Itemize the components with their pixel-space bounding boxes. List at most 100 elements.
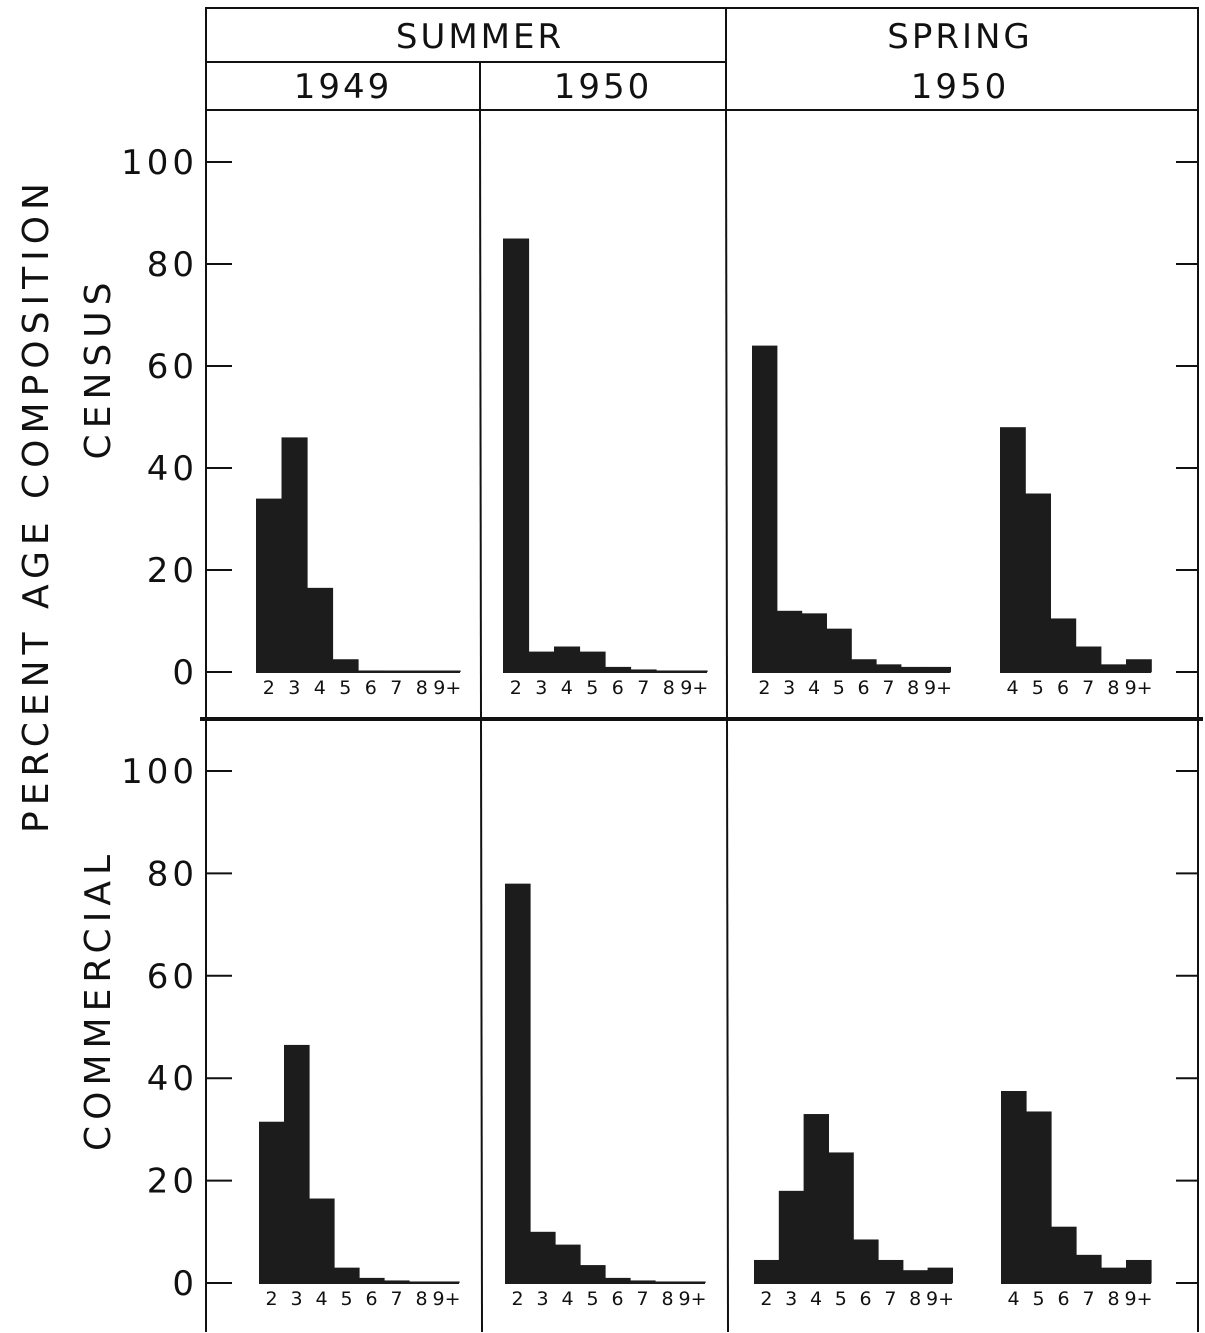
bar (1126, 1259, 1152, 1283)
x-tick-label: 5 (586, 1288, 598, 1310)
x-tick-label: 7 (1082, 677, 1094, 699)
x-tick-label: 6 (1057, 677, 1069, 699)
x-tick-label: 4 (315, 1288, 327, 1310)
x-tick-label: 9+ (1125, 677, 1153, 699)
x-tick-label: 2 (265, 1288, 277, 1310)
x-tick-label: 5 (339, 677, 351, 699)
bar (902, 1270, 929, 1283)
y-tick-label: 0 (172, 653, 198, 693)
bar (1025, 493, 1051, 672)
bar (1075, 646, 1102, 672)
x-tick-label: 8 (415, 1288, 427, 1310)
y-tick-label: 0 (172, 1264, 198, 1304)
header-grid (205, 7, 1199, 111)
bar (876, 664, 902, 672)
bar (1100, 664, 1127, 672)
bar (605, 666, 632, 672)
bar (384, 1280, 410, 1283)
x-tick-label: 9+ (1124, 1288, 1152, 1310)
bar (925, 666, 951, 672)
x-tick-label: 6 (611, 1288, 623, 1310)
year-header-1949: 1949 (294, 67, 393, 107)
x-tick-label: 9+ (924, 677, 952, 699)
bar (503, 238, 530, 672)
row-label-commercial: COMMERCIAL (78, 849, 119, 1151)
bar (528, 651, 555, 672)
bar (778, 1190, 805, 1283)
bar (284, 1044, 310, 1283)
x-tick-label: 8 (1107, 1288, 1119, 1310)
x-tick-label: 8 (1107, 677, 1119, 699)
bar (309, 1198, 335, 1283)
x-tick-label: 2 (758, 677, 770, 699)
bar (359, 1277, 385, 1283)
x-tick-label: 2 (263, 677, 275, 699)
y-tick-label: 100 (121, 752, 198, 792)
y-tick-label: 20 (147, 1162, 198, 1202)
season-header-spring: SPRING (887, 17, 1033, 57)
bar (1051, 1226, 1077, 1283)
bar (630, 669, 657, 672)
bar (1026, 1111, 1052, 1283)
bar-panel: 2 3 4 5 6 7 8 9+ (503, 238, 708, 699)
axes-layer: 100 80 60 40 20 0 100 80 60 40 20 0 (121, 143, 1198, 1304)
x-tick-label: 5 (340, 1288, 352, 1310)
bar (334, 1267, 360, 1283)
bar (878, 1259, 904, 1283)
x-tick-label: 9+ (433, 677, 461, 699)
bar (853, 1239, 879, 1283)
bar (530, 1231, 556, 1283)
x-tick-label: 4 (561, 1288, 573, 1310)
bar (752, 345, 778, 672)
y-tick-label: 20 (147, 551, 198, 591)
y-tick-label: 40 (147, 449, 198, 489)
bar (776, 610, 803, 672)
x-tick-label: 4 (561, 677, 573, 699)
x-tick-label: 3 (785, 1288, 797, 1310)
x-tick-label: 2 (760, 1288, 772, 1310)
x-tick-label: 9+ (926, 1288, 954, 1310)
bar (1050, 618, 1077, 672)
year-header-1950-summer: 1950 (554, 67, 653, 107)
bar (803, 1114, 829, 1283)
y-tick-label: 60 (147, 347, 198, 387)
x-tick-label: 3 (536, 1288, 548, 1310)
x-tick-label: 8 (907, 677, 919, 699)
x-tick-label: 4 (314, 677, 326, 699)
bar (505, 883, 531, 1283)
x-tick-label: 5 (835, 1288, 847, 1310)
season-header-summer: SUMMER (396, 17, 564, 57)
bar-panel: 4 5 6 7 8 9+ (1001, 1091, 1153, 1310)
bar (1000, 427, 1026, 672)
x-tick-label: 4 (808, 677, 820, 699)
bars-layer: 2 3 4 5 6 7 8 9+ 2 3 4 5 6 7 8 9+ 2 3 4 5 6 7 8 9+ 4 5 6 7 8 9+2 3 4 5 6 7… (256, 238, 1153, 1310)
bar (554, 646, 581, 672)
bar (307, 587, 334, 672)
bar (1126, 659, 1152, 672)
x-tick-label: 4 (810, 1288, 822, 1310)
x-tick-label: 9+ (680, 677, 708, 699)
x-tick-label: 4 (1007, 1288, 1019, 1310)
y-tick-label: 80 (147, 245, 198, 285)
bar (1001, 1091, 1027, 1283)
bar (828, 1152, 854, 1283)
bar (851, 659, 877, 672)
y-tick-label: 100 (121, 143, 198, 183)
bar (605, 1277, 631, 1283)
bar (580, 1265, 606, 1283)
y-axis-label: PERCENT AGE COMPOSITION (16, 177, 57, 833)
bar (259, 1121, 285, 1283)
x-tick-label: 6 (1057, 1288, 1069, 1310)
bar (900, 666, 927, 672)
x-tick-label: 7 (636, 1288, 648, 1310)
x-tick-label: 7 (390, 1288, 402, 1310)
bar (579, 651, 606, 672)
x-tick-label: 3 (535, 677, 547, 699)
bar (1101, 1267, 1127, 1283)
bar (630, 1280, 656, 1283)
x-tick-label: 6 (365, 677, 377, 699)
x-tick-label: 6 (612, 677, 624, 699)
x-tick-label: 3 (783, 677, 795, 699)
x-tick-label: 6 (860, 1288, 872, 1310)
